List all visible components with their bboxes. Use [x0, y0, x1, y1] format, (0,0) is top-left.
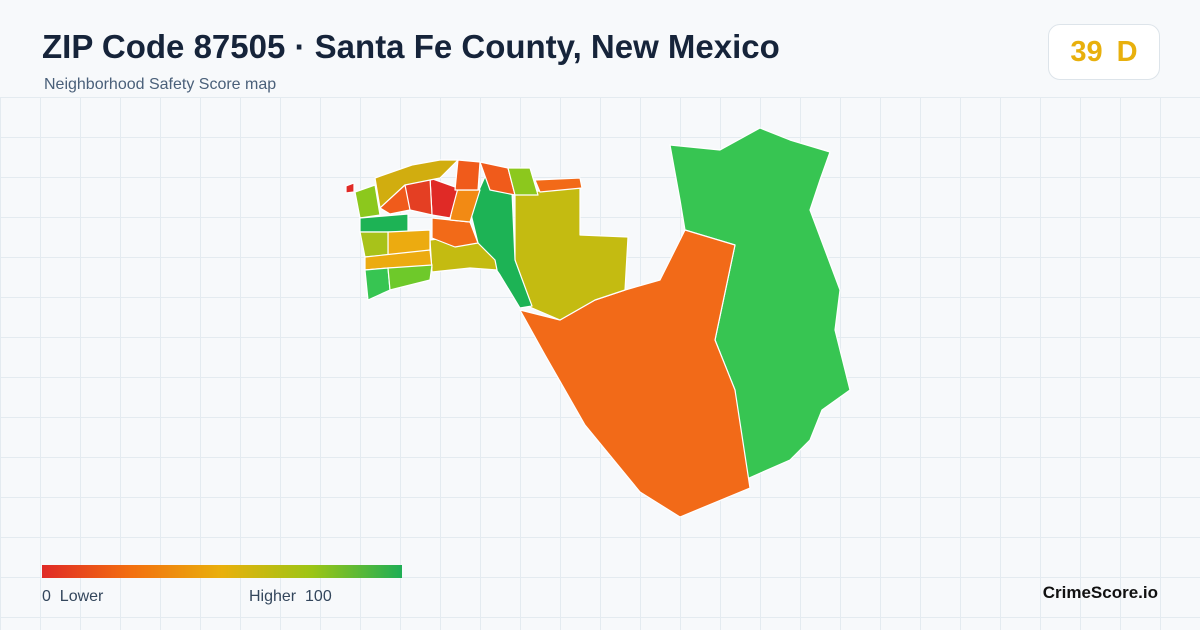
region — [379, 184, 411, 215]
legend-max-label: Higher — [249, 588, 297, 605]
region — [387, 264, 433, 291]
region — [469, 169, 533, 309]
region — [454, 159, 481, 191]
title: ZIP Code 87505 · Santa Fe County, New Me… — [42, 28, 780, 65]
legend-high: Higher 100 — [249, 588, 332, 606]
region — [354, 184, 381, 219]
region — [359, 231, 389, 258]
legend-min-label: Lower — [59, 588, 104, 605]
legend-low: 0 Lower — [42, 588, 103, 606]
legend-max: 100 — [305, 588, 332, 605]
legend-gradient — [42, 565, 402, 578]
brand: CrimeScore.io — [1042, 583, 1158, 602]
region — [364, 267, 391, 301]
subtitle: Neighborhood Safety Score map — [44, 76, 277, 93]
region — [345, 182, 355, 194]
legend-min: 0 — [42, 588, 51, 605]
score-grade: D — [1116, 35, 1138, 68]
score-badge: 39 D — [1048, 24, 1160, 80]
region — [507, 167, 539, 196]
header: ZIP Code 87505 · Santa Fe County, New Me… — [0, 0, 1200, 98]
score-value: 39 — [1070, 35, 1103, 68]
region — [534, 177, 583, 193]
